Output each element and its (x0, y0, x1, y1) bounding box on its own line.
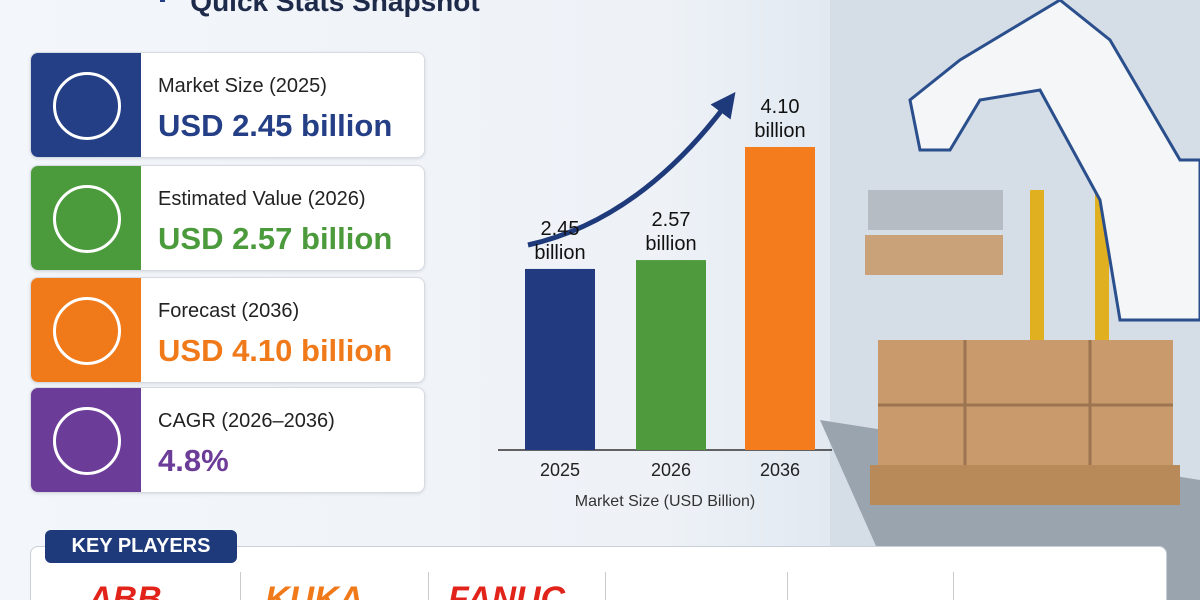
card-value: 4.8% (158, 443, 229, 478)
trend-arrow (527, 91, 736, 248)
value-label: 4.10 billion (754, 96, 806, 142)
icon-ring (53, 297, 121, 365)
card-label: Forecast (2036) (158, 300, 300, 322)
x-tick-label: 2036 (759, 460, 801, 480)
card-label: CAGR (2026–2036) (158, 410, 335, 432)
logo-divider (605, 572, 606, 600)
card-value: USD 2.45 billion (158, 108, 393, 143)
title: Quick Stats Snapshot (190, 0, 480, 17)
key-players-title: KEY PLAYERS (45, 530, 237, 563)
card-icon (31, 166, 141, 270)
icon-ring (53, 72, 121, 140)
player-logo: KUKA (265, 580, 364, 600)
card-icon (31, 53, 141, 157)
card-label: Market Size (2025) (158, 75, 327, 97)
stat-card: Estimated Value (2026) USD 2.57 billion (30, 165, 425, 271)
card-value: USD 2.57 billion (158, 221, 393, 256)
card-icon (31, 278, 141, 382)
bar (636, 260, 706, 450)
icon-ring (53, 407, 121, 475)
logo-divider (240, 572, 241, 600)
icon-ring (53, 185, 121, 253)
x-axis-title: Market Size (USD Billion) (574, 493, 756, 510)
bar (745, 147, 815, 450)
stat-card: Market Size (2025) USD 2.45 billion (30, 52, 425, 158)
value-label: 2.45 billion (534, 217, 586, 264)
card-label: Estimated Value (2026) (158, 188, 366, 210)
x-tick-label: 2025 (539, 460, 581, 480)
player-logo: FANUC (448, 580, 566, 600)
bar (525, 268, 595, 450)
stat-card: Forecast (2036) USD 4.10 billion (30, 277, 425, 383)
stat-card: CAGR (2026–2036) 4.8% (30, 387, 425, 493)
card-value: USD 4.10 billion (158, 333, 393, 368)
value-label: 2.57 billion (645, 209, 697, 256)
player-logo: ABB (88, 580, 162, 600)
logo-divider (428, 572, 429, 600)
logo-divider (787, 572, 788, 600)
logo-divider (953, 572, 954, 600)
x-tick-label: 2026 (650, 460, 692, 480)
card-icon (31, 388, 141, 492)
